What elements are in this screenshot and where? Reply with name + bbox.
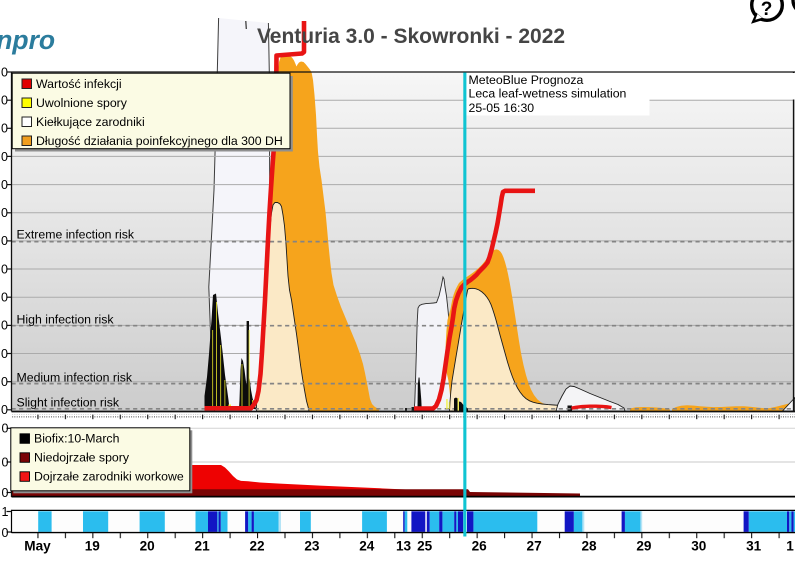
svg-text:May: May [24,539,51,554]
svg-text:19: 19 [85,539,101,554]
svg-text:29: 29 [636,539,652,554]
svg-text:26: 26 [472,539,488,554]
svg-text:24: 24 [359,539,375,554]
svg-text:?: ? [761,0,773,20]
svg-text:0: 0 [2,526,9,540]
svg-text:Niedojrzałe spory: Niedojrzałe spory [34,451,130,465]
svg-text:22: 22 [249,539,265,554]
svg-text:0: 0 [1,347,8,361]
svg-text:Extreme infection risk: Extreme infection risk [17,228,135,242]
svg-text:Biofix:10-March: Biofix:10-March [34,432,120,446]
svg-text:0: 0 [1,319,8,333]
svg-text:25-05 16:30: 25-05 16:30 [469,101,535,115]
svg-text:0: 0 [1,262,8,276]
svg-text:Medium infection risk: Medium infection risk [17,370,133,384]
svg-text:0: 0 [2,422,9,436]
svg-text:Wartość infekcji: Wartość infekcji [36,77,122,91]
svg-text:0: 0 [1,178,8,192]
svg-text:20: 20 [140,539,155,554]
svg-text:23: 23 [304,539,320,554]
svg-text:anpro: anpro [0,25,55,55]
svg-text:27: 27 [527,539,542,554]
svg-text:Uwolnione spory: Uwolnione spory [36,96,128,110]
svg-text:Długość działania poinfekcyjne: Długość działania poinfekcyjnego dla 300… [36,134,283,148]
svg-text:0: 0 [1,206,8,220]
svg-text:0: 0 [1,234,8,248]
svg-text:0: 0 [1,150,8,164]
svg-text:Kiełkujące zarodniki: Kiełkujące zarodniki [36,115,145,129]
svg-text:0: 0 [1,291,8,305]
svg-text:Dojrzałe zarodniki workowe: Dojrzałe zarodniki workowe [34,470,184,484]
svg-text:High infection risk: High infection risk [17,313,115,327]
svg-text:0: 0 [2,455,9,469]
svg-text:Venturia 3.0 - Skowronki - 202: Venturia 3.0 - Skowronki - 2022 [257,25,565,48]
svg-text:1: 1 [2,505,9,519]
svg-text:0: 0 [2,486,9,500]
svg-text:Slight infection risk: Slight infection risk [17,396,120,410]
svg-text:21: 21 [195,539,211,554]
svg-text:0: 0 [1,65,8,79]
svg-text:30: 30 [691,539,706,554]
svg-text:0: 0 [1,122,8,136]
svg-text:0: 0 [1,375,8,389]
svg-text:31: 31 [746,539,762,554]
svg-text:25: 25 [417,539,433,554]
svg-text:0: 0 [1,94,8,108]
svg-text:MeteoBlue Prognoza: MeteoBlue Prognoza [469,73,584,87]
svg-text:28: 28 [581,539,597,554]
svg-text:13: 13 [396,539,412,554]
svg-text:0: 0 [1,403,8,417]
svg-text:1: 1 [786,539,794,554]
svg-text:Leca leaf-wetness simulation: Leca leaf-wetness simulation [469,87,627,101]
